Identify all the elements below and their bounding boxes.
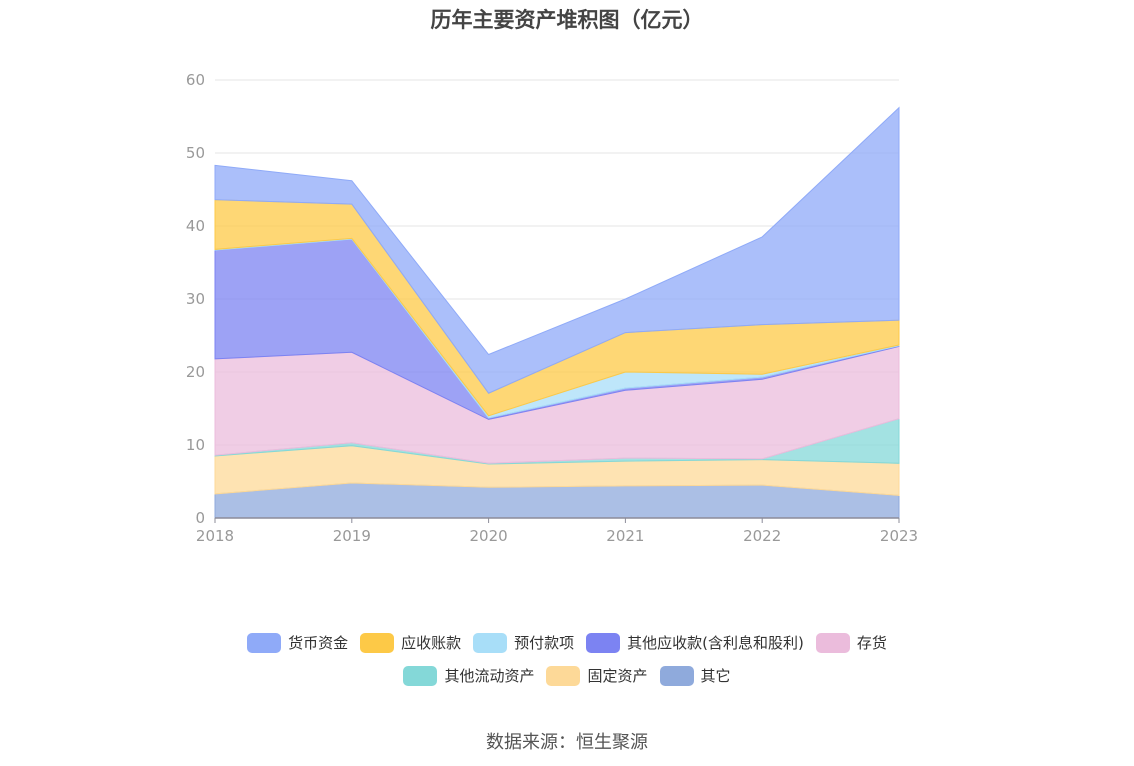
legend-label: 其他应收款(含利息和股利) [627,634,804,652]
legend-label: 其它 [700,667,731,685]
x-tick-label: 2020 [470,527,508,545]
legend-swatch-icon [586,632,621,653]
legend-swatch-icon [247,632,282,653]
legend-item[interactable]: 其他流动资产 [403,665,534,686]
y-tick-label: 10 [186,436,205,454]
legend-label: 预付款项 [514,634,575,652]
area-其它 [214,482,900,519]
area-series [214,106,900,519]
legend-swatch-icon [546,665,581,686]
legend-row: 其他流动资产 固定资产 其它 [0,659,1134,692]
legend-item[interactable]: 其他应收款(含利息和股利) [586,632,804,653]
legend-item[interactable]: 存货 [815,632,887,653]
x-tick-label: 2022 [743,527,781,545]
stacked-area-chart: 0 10 20 30 40 50 60 2018 2019 2020 2021 2022 2023 [186,71,918,545]
y-tick-label: 0 [195,509,205,527]
y-tick-label: 50 [186,144,205,162]
y-tick-label: 60 [186,71,205,89]
y-tick-label: 40 [186,217,205,235]
legend-item[interactable]: 预付款项 [473,632,574,653]
legend-label: 存货 [856,634,887,652]
legend-swatch-icon [473,632,508,653]
chart-title: 历年主要资产堆积图（亿元） [430,8,704,32]
legend-item[interactable]: 固定资产 [546,665,648,686]
legend-item[interactable]: 货币资金 [247,632,348,653]
y-tick-label: 30 [186,290,205,308]
legend-label: 货币资金 [288,634,349,652]
legend-swatch-icon [360,632,395,653]
x-tick-label: 2018 [196,527,234,545]
area-货币资金 [214,106,900,394]
legend-item[interactable]: 应收账款 [360,632,461,653]
legend-row: 货币资金 应收账款 预付款项 其他应收款(含利息和股利) 存货 [0,626,1134,659]
x-tick-label: 2019 [333,527,371,545]
x-tick-label: 2021 [606,527,644,545]
legend-item[interactable]: 其它 [659,665,731,686]
legend-swatch-icon [815,632,850,653]
legend-swatch-icon [403,665,438,686]
legend-swatch-icon [659,665,694,686]
x-tick-label: 2023 [880,527,918,545]
axes: 0 10 20 30 40 50 60 2018 2019 2020 2021 2022 2023 [186,71,918,545]
legend-label: 应收账款 [401,634,462,652]
y-tick-label: 20 [186,363,205,381]
legend-label: 固定资产 [587,667,648,685]
legend-label: 其他流动资产 [444,667,535,685]
legend: 货币资金 应收账款 预付款项 其他应收款(含利息和股利) 存货其他流动资产 固定资产 其它 [0,626,1134,692]
source-note: 数据来源：恒生聚源 [486,732,648,753]
